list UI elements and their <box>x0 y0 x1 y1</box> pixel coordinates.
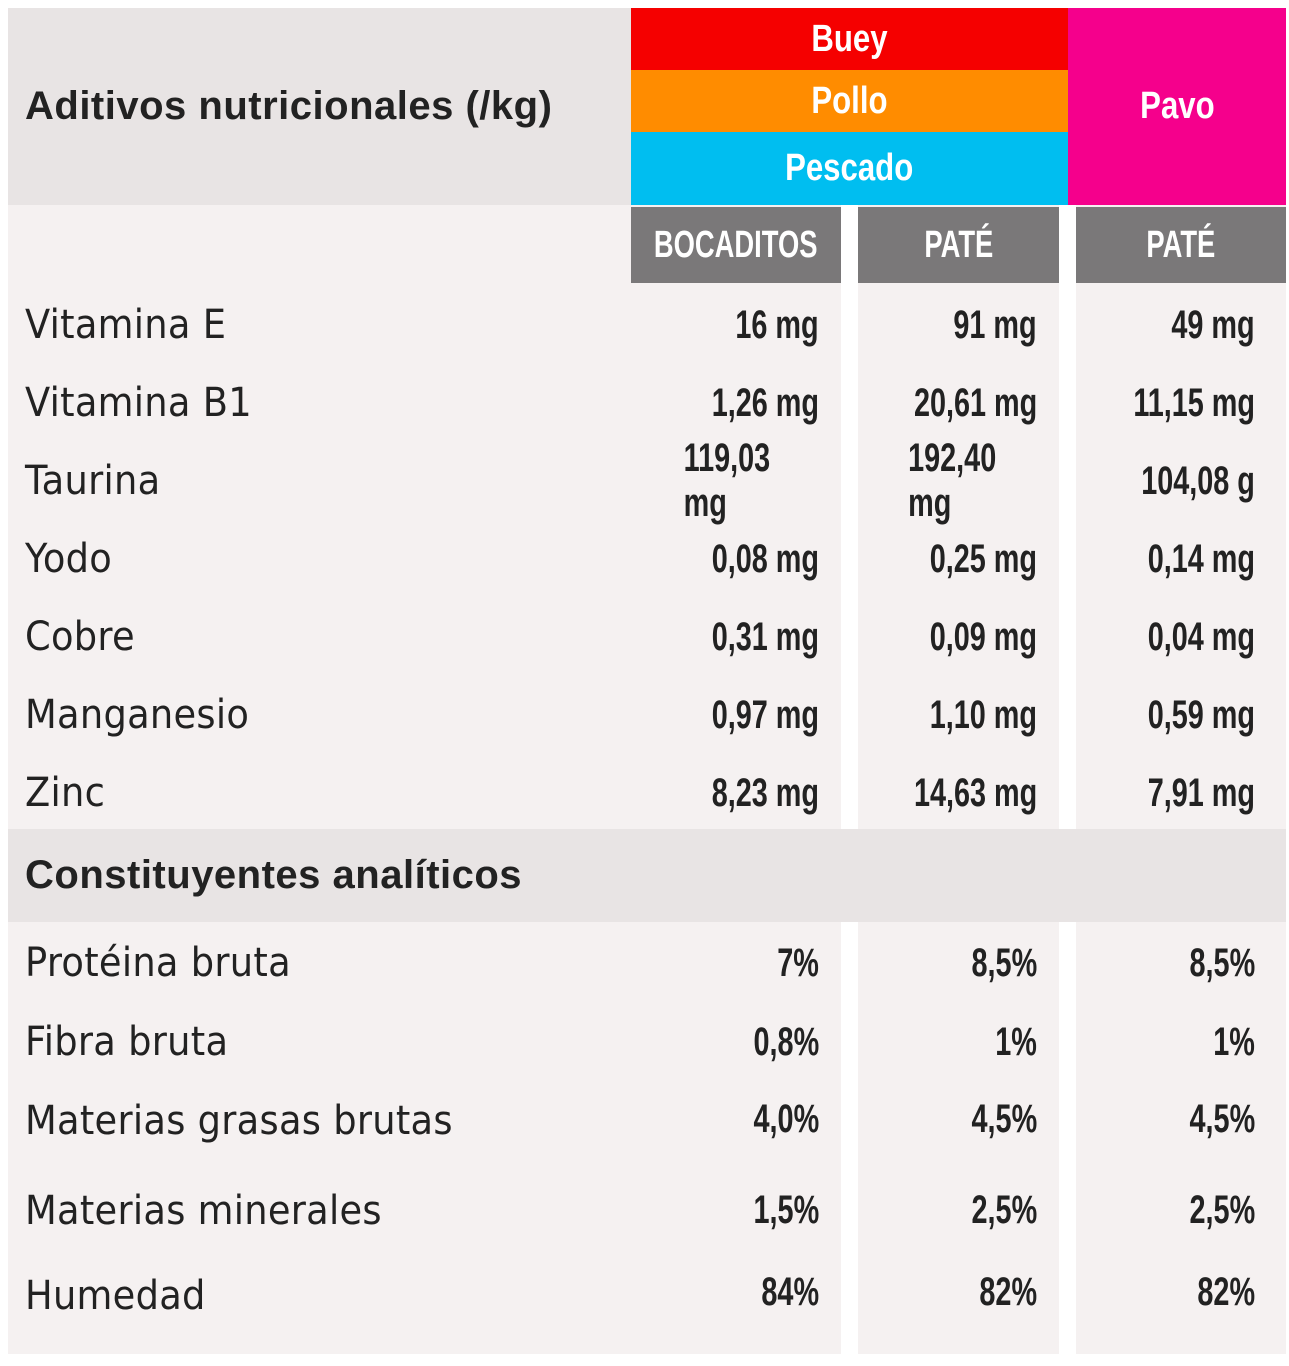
row-value: 119,03 mg <box>683 436 771 525</box>
row-value: 84% <box>761 1269 819 1314</box>
row-value: 192,40 mg <box>908 436 997 525</box>
row-label: Protéina bruta <box>25 940 291 986</box>
row-value: 16 mg <box>735 302 819 347</box>
row-value: 0,25 mg <box>929 536 1037 581</box>
flavor-label: Buey <box>811 17 888 60</box>
column-bg-bocaditos-lower <box>631 922 841 1354</box>
row-value: 7,91 mg <box>1147 770 1255 815</box>
label-column-bg-lower <box>8 922 631 1354</box>
column-bg-bocaditos <box>631 205 841 829</box>
column-header-pate-pavo: PATÉ <box>1076 207 1286 283</box>
column-header-bocaditos: BOCADITOS <box>631 207 841 283</box>
row-value: 0,08 mg <box>711 536 819 581</box>
column-bg-pate-2 <box>1076 205 1286 829</box>
row-value: 8,5% <box>971 940 1037 985</box>
row-value: 91 mg <box>953 302 1037 347</box>
row-label: Zinc <box>25 770 106 816</box>
flavor-label: Pollo <box>811 79 888 122</box>
row-value: 4,5% <box>971 1096 1037 1141</box>
row-value: 1,10 mg <box>929 692 1037 737</box>
row-label: Yodo <box>25 536 113 582</box>
flavor-label: Pavo <box>1139 85 1215 127</box>
row-value: 0,14 mg <box>1147 536 1255 581</box>
row-value: 2,5% <box>1189 1187 1255 1232</box>
row-value: 82% <box>979 1269 1037 1314</box>
flavor-pollo: Pollo <box>631 70 1068 132</box>
row-value: 0,31 mg <box>711 614 819 659</box>
row-value: 8,5% <box>1189 940 1255 985</box>
flavor-pavo: Pavo <box>1068 8 1286 205</box>
row-value: 0,97 mg <box>711 692 819 737</box>
row-label: Humedad <box>25 1273 206 1319</box>
row-value: 20,61 mg <box>913 380 1037 425</box>
flavor-buey: Buey <box>631 8 1068 70</box>
row-value: 0,04 mg <box>1147 614 1255 659</box>
row-value: 4,5% <box>1189 1096 1255 1141</box>
flavor-label: Pescado <box>785 147 914 189</box>
row-value: 4,0% <box>753 1096 819 1141</box>
row-label: Materias grasas brutas <box>25 1098 453 1144</box>
row-label: Manganesio <box>25 692 250 738</box>
row-label: Vitamina B1 <box>25 380 252 426</box>
row-value: 11,15 mg <box>1133 380 1255 425</box>
column-bg-pate-1 <box>858 205 1059 829</box>
row-value: 7% <box>777 940 819 985</box>
row-label: Materias minerales <box>25 1188 382 1234</box>
row-value: 49 mg <box>1171 302 1255 347</box>
section-title: Constituyentes analíticos <box>8 829 1286 922</box>
row-value: 8,23 mg <box>711 770 819 815</box>
row-value: 1% <box>1213 1019 1255 1064</box>
label-column-bg <box>8 205 631 829</box>
row-label: Taurina <box>25 458 161 504</box>
row-label: Cobre <box>25 614 135 660</box>
row-value: 82% <box>1197 1269 1255 1314</box>
column-bg-pate-2-lower <box>1076 922 1286 1354</box>
column-header-pate: PATÉ <box>858 207 1059 283</box>
row-value: 0,09 mg <box>929 614 1037 659</box>
row-value: 0,59 mg <box>1147 692 1255 737</box>
column-bg-pate-1-lower <box>858 922 1059 1354</box>
row-value: 14,63 mg <box>913 770 1037 815</box>
table-title: Aditivos nutricionales (/kg) <box>8 8 631 205</box>
flavor-pescado: Pescado <box>631 132 1068 205</box>
row-value: 1% <box>995 1019 1037 1064</box>
row-label: Vitamina E <box>25 302 227 348</box>
row-value: 1,5% <box>753 1187 819 1232</box>
row-value: 104,08 g <box>1141 458 1255 503</box>
row-value: 1,26 mg <box>711 380 819 425</box>
row-label: Fibra bruta <box>25 1019 229 1065</box>
row-value: 2,5% <box>971 1187 1037 1232</box>
row-value: 0,8% <box>753 1019 819 1064</box>
